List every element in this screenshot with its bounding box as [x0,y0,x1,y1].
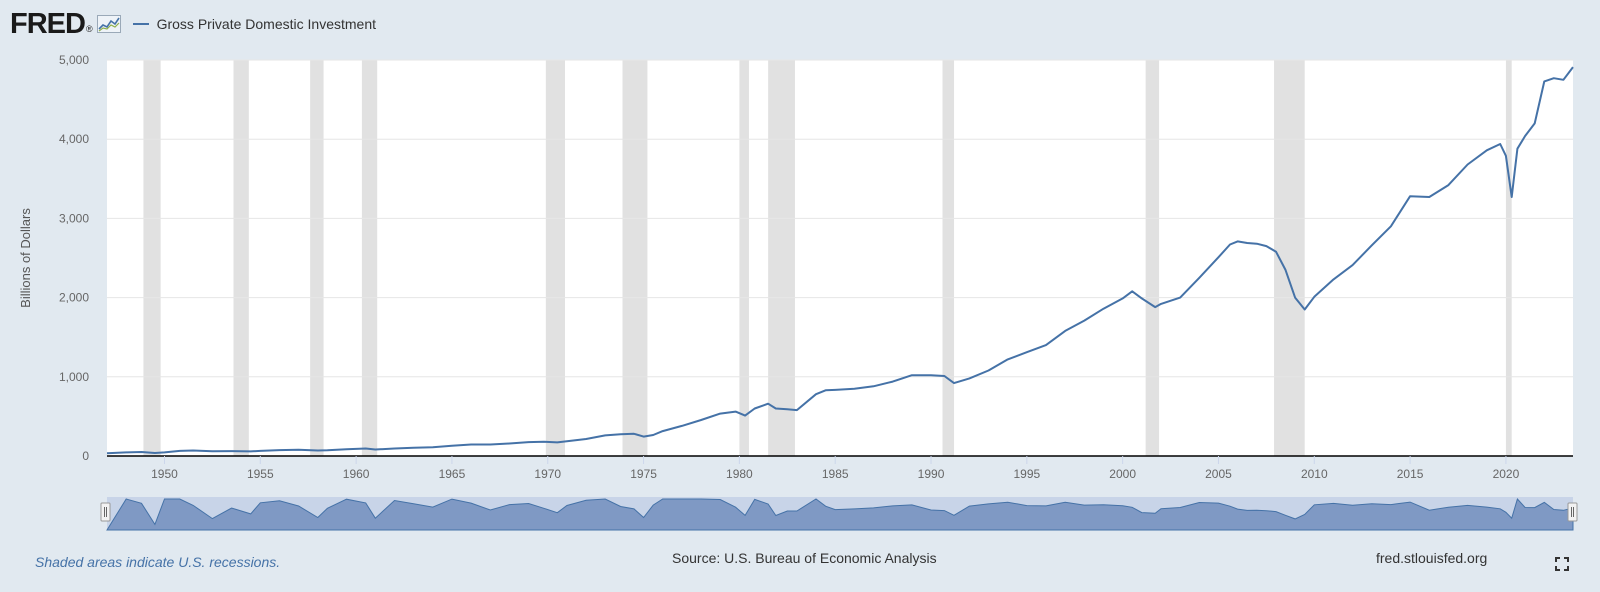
recession-band [768,60,795,456]
fred-graph-icon [96,15,121,33]
registered-mark: ® [85,24,93,34]
x-tick-label: 1970 [534,467,561,481]
site-link[interactable]: fred.stlouisfed.org [1376,550,1488,566]
grid-lines [107,59,1573,378]
x-tick-label: 1965 [439,467,466,481]
navigator-series [106,498,1574,531]
recession-band [233,60,249,456]
x-tick-label: 2005 [1205,467,1232,481]
navigator-right-handle[interactable] [1567,502,1578,522]
y-tick-label: 2,000 [59,291,89,305]
y-tick-label: 1,000 [59,370,89,384]
x-tick-label: 1995 [1013,467,1040,481]
recession-band [143,60,161,456]
y-tick-label: 0 [82,449,89,463]
x-axis-ticks: 1950 1955 1960 1965 1970 1975 1980 1985 1990 1995… [151,456,1520,481]
y-tick-label: 3,000 [59,211,89,225]
x-tick-label: 2010 [1301,467,1328,481]
chart-header: FRED ® Gross Private Domestic Investment [10,8,376,40]
source-text: Source: U.S. Bureau of Economic Analysis [672,550,937,566]
x-tick-label: 1960 [343,467,370,481]
x-tick-label: 2015 [1397,467,1424,481]
legend[interactable]: Gross Private Domestic Investment [132,16,376,32]
recession-band [361,60,378,456]
y-axis-ticks: 0 1,000 2,000 3,000 4,000 5,000 [59,53,89,463]
navigator-left-handle[interactable] [100,502,111,522]
recession-band [942,60,955,456]
x-tick-label: 1985 [822,467,849,481]
recession-band [310,60,324,456]
x-tick-label: 1990 [918,467,945,481]
y-axis-label: Billions of Dollars [18,208,33,308]
y-tick-label: 4,000 [59,132,89,146]
series-layer [106,66,1574,455]
recession-band [1505,60,1512,456]
range-navigator[interactable] [100,497,1578,531]
fred-logo[interactable]: FRED [10,7,86,40]
series-line[interactable] [106,66,1574,455]
x-tick-label: 1975 [630,467,657,481]
recession-shading [143,60,1512,456]
legend-label: Gross Private Domestic Investment [156,16,376,32]
x-tick-label: 1955 [247,467,274,481]
x-tick-label: 2000 [1109,467,1136,481]
recession-band [545,60,566,456]
x-tick-label: 1980 [726,467,753,481]
x-tick-label: 1950 [151,467,178,481]
recession-note: Shaded areas indicate U.S. recessions. [35,554,281,570]
fullscreen-icon[interactable] [1555,557,1569,571]
x-tick-label: 2020 [1493,467,1520,481]
y-tick-label: 5,000 [59,53,89,67]
recession-band [739,60,749,456]
plot-area [107,60,1573,456]
legend-swatch [132,23,149,25]
recession-band [1145,60,1160,456]
recession-band [622,60,648,456]
